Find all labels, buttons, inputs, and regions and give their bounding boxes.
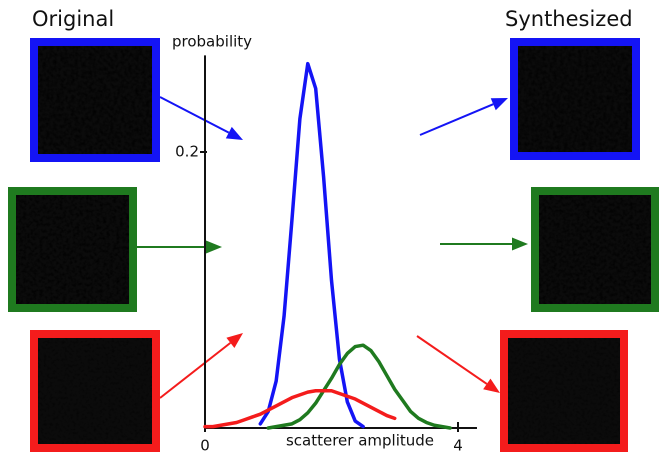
arrow-shaft (160, 97, 229, 133)
series-line (268, 345, 450, 428)
y-tick-label: 0.2 (175, 143, 199, 161)
x-axis-label: scatterer amplitude (286, 432, 434, 450)
page: {"chart_data": { "type": "line", "left_h… (0, 0, 667, 457)
speckle-texture (539, 195, 651, 304)
arrow-head (206, 241, 222, 254)
speckle-texture (16, 195, 129, 304)
speckle-texture (38, 46, 152, 154)
arrow-head (491, 98, 508, 110)
series-line (260, 64, 363, 427)
y-axis-label: probability (172, 33, 252, 51)
figure: Original Synthesized probability scatter… (0, 0, 667, 457)
x-tick-label: 4 (453, 437, 463, 455)
arrow-shaft (417, 336, 487, 384)
left-heading: Original (32, 7, 114, 31)
arrow-shaft (420, 104, 493, 135)
x-tick-label: 0 (200, 437, 210, 455)
arrow-shaft (160, 343, 230, 398)
speckle-texture (518, 46, 632, 152)
arrow-head (483, 379, 500, 393)
arrow-head (226, 127, 243, 140)
speckle-texture (508, 338, 620, 444)
speckle-texture (38, 338, 152, 444)
arrow-head (512, 238, 528, 251)
plot: 0.2 0 4 (175, 55, 477, 454)
right-heading: Synthesized (505, 7, 633, 31)
arrow-head (226, 333, 243, 348)
